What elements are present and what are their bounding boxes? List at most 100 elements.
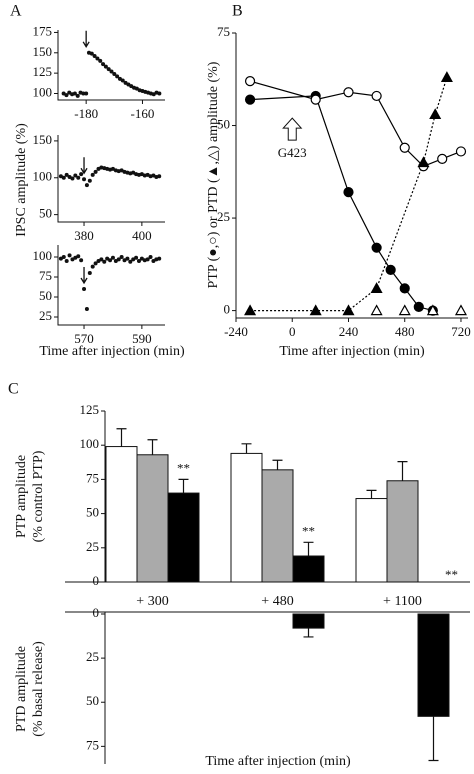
arrow bbox=[80, 267, 88, 285]
error-bar bbox=[397, 461, 408, 481]
data-point bbox=[440, 71, 453, 83]
y-tick-label: 50 bbox=[217, 117, 230, 132]
y-tick-label: 75 bbox=[217, 24, 230, 39]
y-tick-label: 100 bbox=[80, 436, 100, 451]
axes bbox=[57, 135, 165, 223]
bar bbox=[292, 613, 325, 629]
data-point bbox=[119, 255, 124, 259]
data-point bbox=[116, 257, 121, 262]
data-point bbox=[455, 146, 467, 157]
data-point bbox=[82, 177, 87, 182]
data-point bbox=[125, 256, 130, 261]
data-point bbox=[61, 175, 66, 180]
data-point bbox=[81, 91, 86, 96]
bar bbox=[105, 446, 138, 583]
error-bar bbox=[178, 478, 189, 494]
data-point bbox=[70, 176, 75, 181]
data-point bbox=[371, 90, 382, 102]
data-point bbox=[79, 258, 84, 263]
x-tick-label: 590 bbox=[132, 331, 152, 346]
y-axis-label: PTD amplitude bbox=[14, 646, 29, 732]
data-point bbox=[92, 54, 97, 59]
x-tick-label: 480 bbox=[395, 324, 415, 339]
x-tick-label: + 480 bbox=[261, 594, 293, 609]
data-point bbox=[112, 71, 117, 76]
data-point bbox=[82, 287, 87, 291]
data-point bbox=[84, 307, 89, 311]
data-point bbox=[399, 283, 410, 294]
data-point bbox=[72, 91, 77, 96]
y-tick-label: 125 bbox=[80, 402, 100, 417]
bar bbox=[292, 555, 325, 583]
data-point bbox=[128, 259, 133, 264]
x-tick-label: 720 bbox=[451, 324, 471, 339]
data-point bbox=[342, 304, 355, 316]
y-tick-label: 100 bbox=[33, 248, 53, 263]
y-axis-label: IPSC amplitude (%) bbox=[14, 123, 29, 237]
bar bbox=[417, 613, 450, 717]
data-point bbox=[95, 56, 100, 61]
data-point bbox=[101, 62, 106, 67]
data-point bbox=[93, 169, 98, 174]
y-axis-label: PTP (●,○) or PTD (▲,△) amplitude (%) bbox=[206, 61, 221, 288]
x-axis-label: Time after injection (min) bbox=[39, 344, 185, 359]
data-point bbox=[343, 187, 354, 198]
y-tick-label: 125 bbox=[33, 64, 53, 79]
error-bar bbox=[241, 443, 252, 454]
x-tick-label: + 1100 bbox=[383, 594, 422, 609]
annotation: ** bbox=[445, 567, 458, 582]
y-tick-label: 50 bbox=[86, 505, 99, 520]
data-point bbox=[64, 93, 69, 98]
y-tick-label: 150 bbox=[33, 44, 53, 59]
y-axis-label: PTP amplitude bbox=[14, 455, 29, 538]
y-tick-label: 0 bbox=[93, 573, 100, 588]
arrow bbox=[80, 157, 88, 175]
y-tick-label: 0 bbox=[93, 605, 100, 620]
x-tick-label: 0 bbox=[289, 324, 296, 339]
data-point bbox=[370, 304, 383, 316]
panel-label: C bbox=[8, 381, 19, 398]
data-point bbox=[98, 58, 103, 63]
y-tick-label: 25 bbox=[86, 539, 99, 554]
data-point bbox=[109, 69, 114, 74]
data-point bbox=[110, 255, 115, 260]
bar bbox=[355, 498, 388, 583]
data-point bbox=[145, 257, 150, 262]
annotation: ** bbox=[302, 523, 315, 538]
y-tick-label: 75 bbox=[86, 470, 99, 485]
y-tick-label: 175 bbox=[33, 23, 53, 38]
annotation: G423 bbox=[278, 145, 307, 160]
data-point bbox=[103, 64, 108, 69]
error-bar bbox=[272, 459, 283, 470]
bar bbox=[386, 480, 419, 583]
data-point bbox=[244, 304, 257, 316]
bar bbox=[261, 469, 294, 583]
data-point bbox=[148, 255, 153, 259]
series-line bbox=[250, 95, 434, 312]
data-point bbox=[399, 142, 410, 153]
axes bbox=[57, 30, 165, 101]
error-bar bbox=[116, 428, 127, 447]
error-bar bbox=[303, 541, 314, 557]
data-point bbox=[426, 304, 439, 316]
axes bbox=[57, 245, 165, 326]
data-point bbox=[106, 67, 111, 72]
y-tick-label: 75 bbox=[39, 268, 52, 283]
x-tick-label: 240 bbox=[339, 324, 359, 339]
data-point bbox=[157, 91, 162, 96]
data-point bbox=[244, 94, 256, 105]
data-point bbox=[90, 172, 95, 177]
data-point bbox=[61, 255, 66, 259]
y-tick-label: 25 bbox=[39, 308, 52, 323]
data-point bbox=[454, 304, 467, 316]
data-point bbox=[75, 93, 80, 98]
data-point bbox=[136, 259, 141, 263]
data-point bbox=[120, 78, 125, 83]
data-point bbox=[370, 282, 383, 293]
data-point bbox=[67, 253, 72, 258]
bar bbox=[230, 452, 263, 583]
data-point bbox=[76, 175, 81, 180]
data-point bbox=[437, 153, 448, 164]
y-tick-label: 0 bbox=[224, 302, 231, 317]
data-point bbox=[134, 255, 139, 260]
